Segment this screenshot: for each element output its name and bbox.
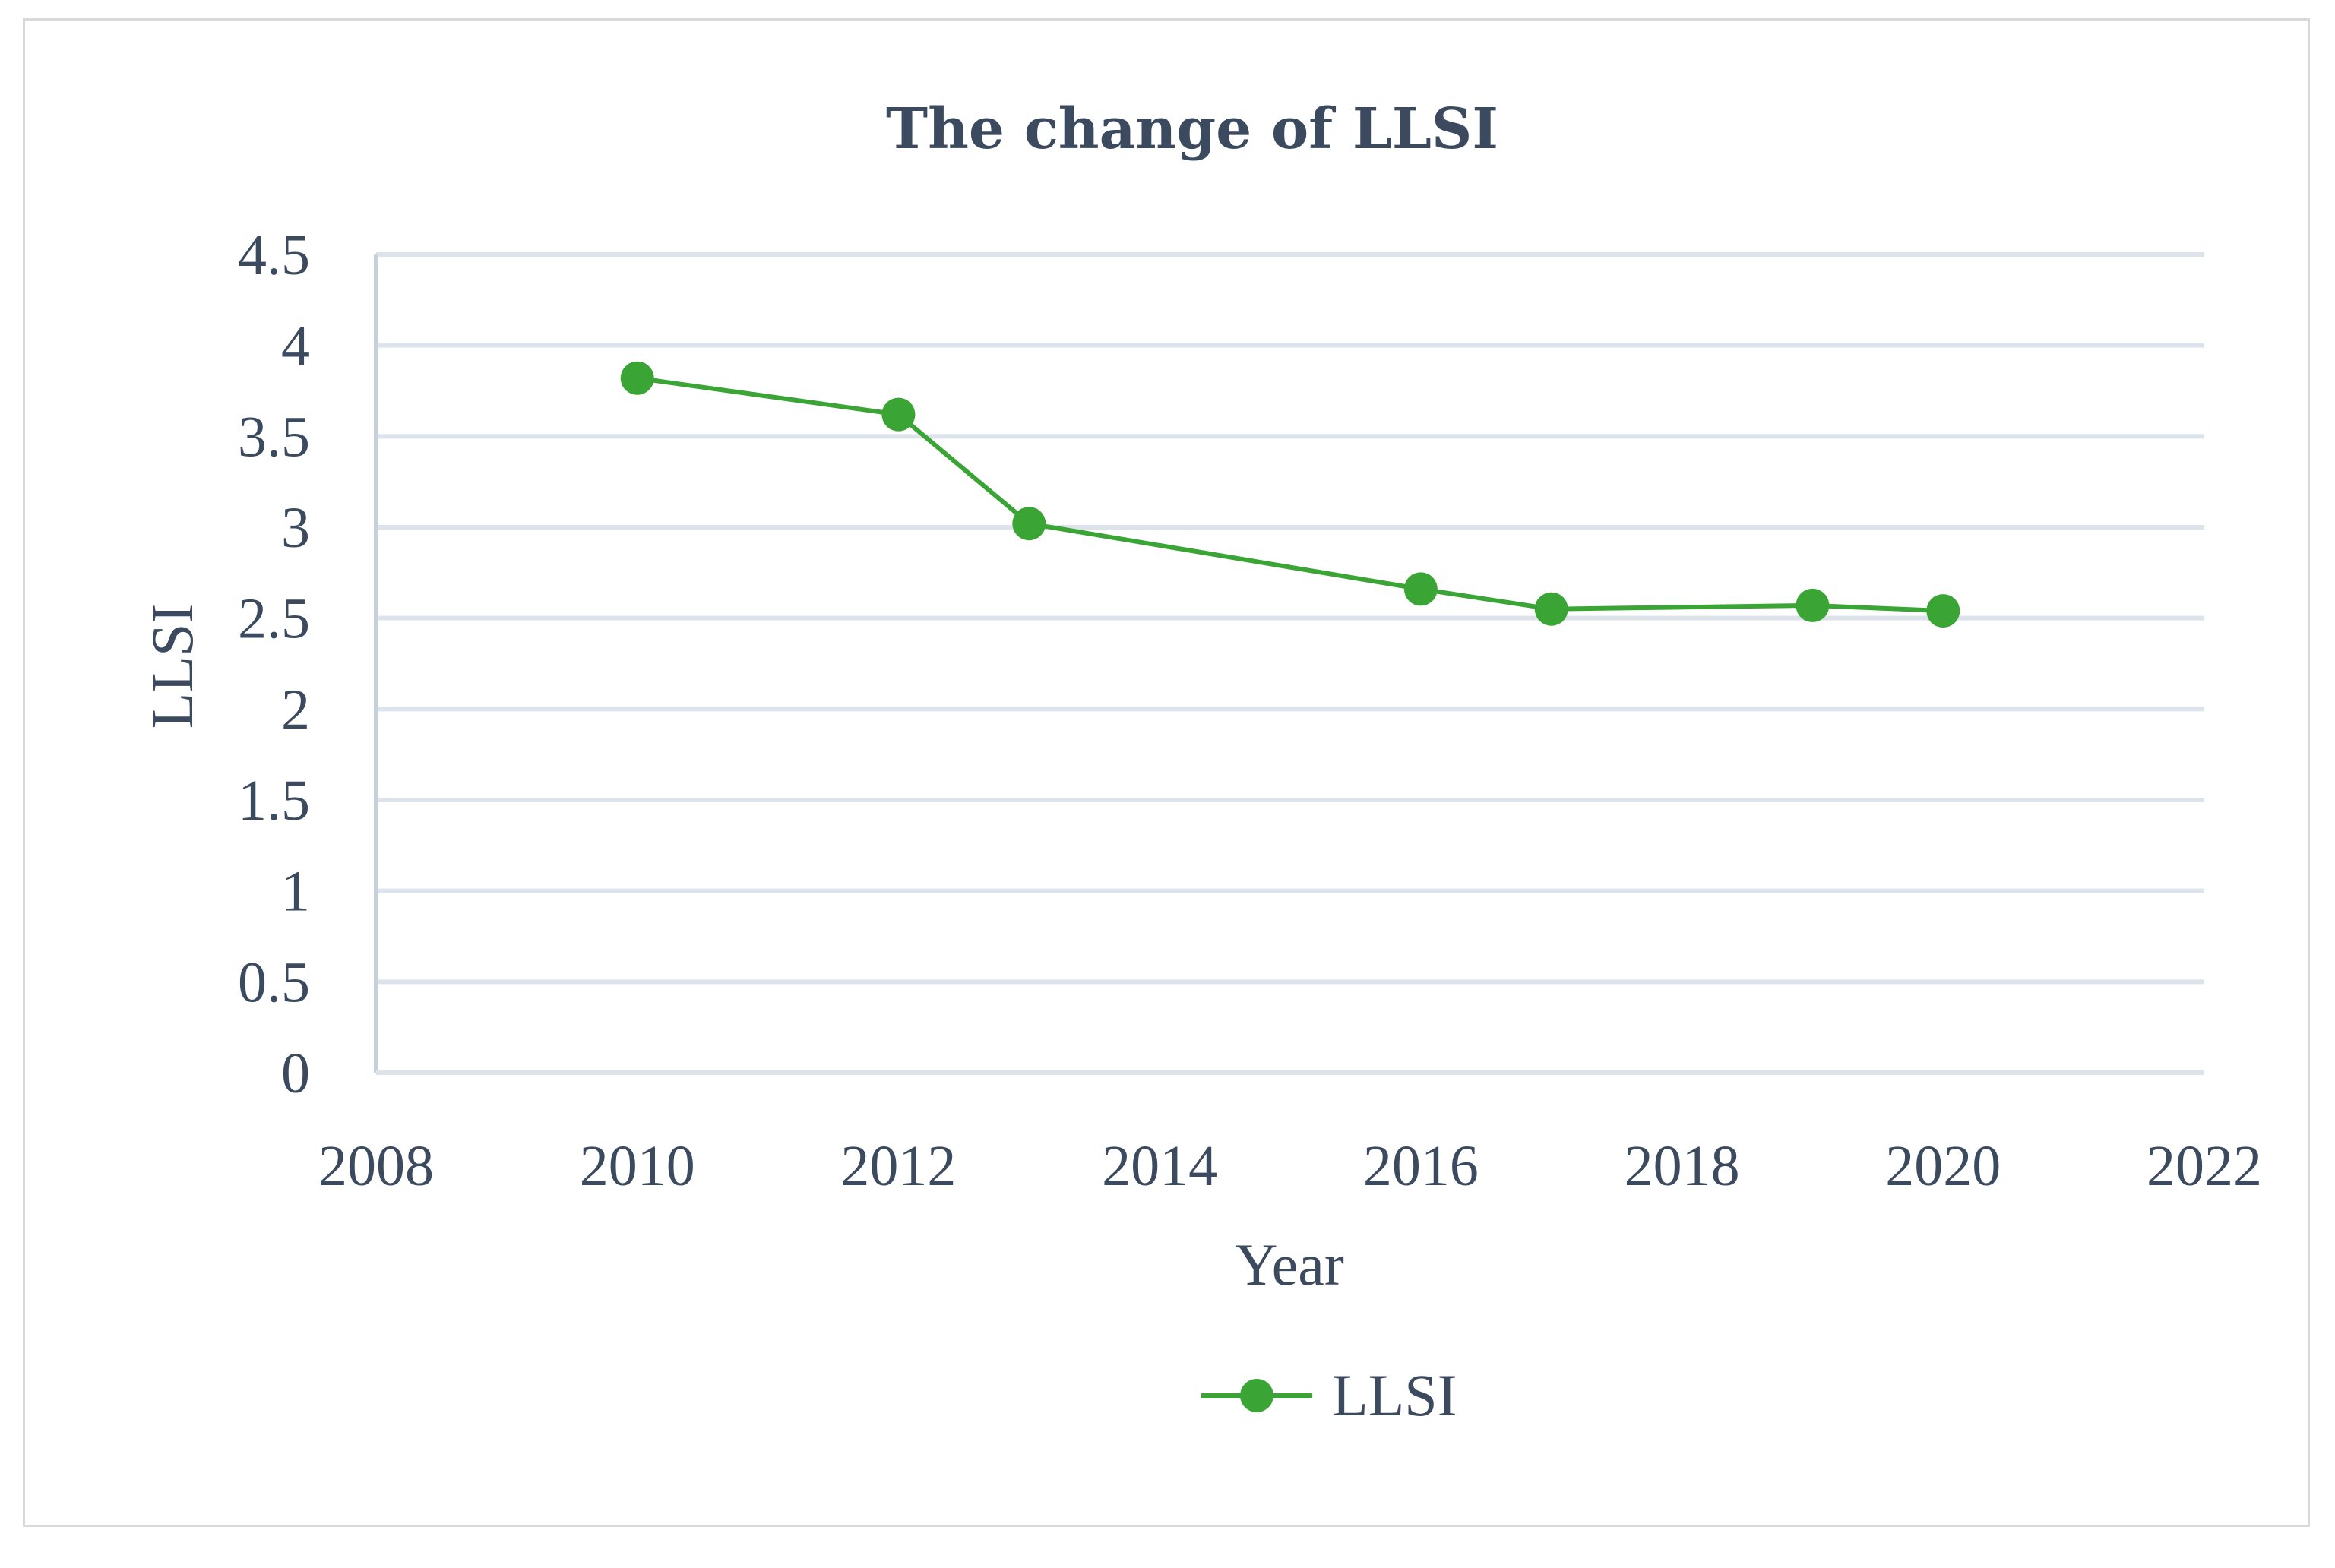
data-point[interactable] xyxy=(1403,572,1438,606)
y-axis-title: LLSI xyxy=(139,604,205,729)
y-tick-label: 0 xyxy=(281,1042,310,1105)
y-tick-label: 2 xyxy=(281,678,310,741)
data-point[interactable] xyxy=(881,397,916,432)
y-tick-label: 3.5 xyxy=(238,405,310,469)
tick-labels: 0 0.5 1 1.5 2 2.5 3 3.5 4 4.5 2008 2010 2012 2014 2016… xyxy=(238,223,2262,1198)
y-tick-label: 3 xyxy=(281,496,310,560)
y-tick-label: 4 xyxy=(281,315,310,378)
legend-label: LLSI xyxy=(1332,1362,1457,1428)
data-point[interactable] xyxy=(1534,592,1568,626)
line-chart: The change of LLSI 0 0.5 1 1.5 2 2.5 3 3.5 4 4.5 2… xyxy=(139,96,2262,1428)
chart-title: The change of LLSI xyxy=(886,96,1498,162)
legend[interactable]: LLSI xyxy=(1201,1362,1457,1428)
y-tick-label: 2.5 xyxy=(238,587,310,651)
data-point[interactable] xyxy=(1796,588,1830,622)
axes xyxy=(374,254,2204,1075)
chart-frame: The change of LLSI 0 0.5 1 1.5 2 2.5 3 3.5 4 4.5 2… xyxy=(23,18,2310,1527)
x-tick-label: 2022 xyxy=(2147,1134,2262,1198)
x-axis-title: Year xyxy=(1235,1231,1344,1298)
data-point[interactable] xyxy=(1012,507,1046,541)
x-tick-label: 2012 xyxy=(840,1134,956,1198)
x-tick-label: 2014 xyxy=(1102,1134,1217,1198)
x-tick-label: 2008 xyxy=(318,1134,434,1198)
y-tick-label: 4.5 xyxy=(238,223,310,287)
x-tick-label: 2018 xyxy=(1625,1134,1740,1198)
series-layer xyxy=(620,361,1960,628)
x-tick-label: 2010 xyxy=(580,1134,695,1198)
legend-marker xyxy=(1240,1379,1273,1412)
data-point[interactable] xyxy=(620,361,654,395)
data-point[interactable] xyxy=(1926,594,1960,628)
x-tick-label: 2016 xyxy=(1363,1134,1479,1198)
y-tick-label: 0.5 xyxy=(238,950,310,1014)
y-tick-label: 1.5 xyxy=(238,769,310,833)
gridlines xyxy=(376,252,2204,985)
x-tick-label: 2020 xyxy=(1885,1134,2001,1198)
y-tick-label: 1 xyxy=(281,860,310,924)
series-line-llsi xyxy=(637,375,1944,614)
